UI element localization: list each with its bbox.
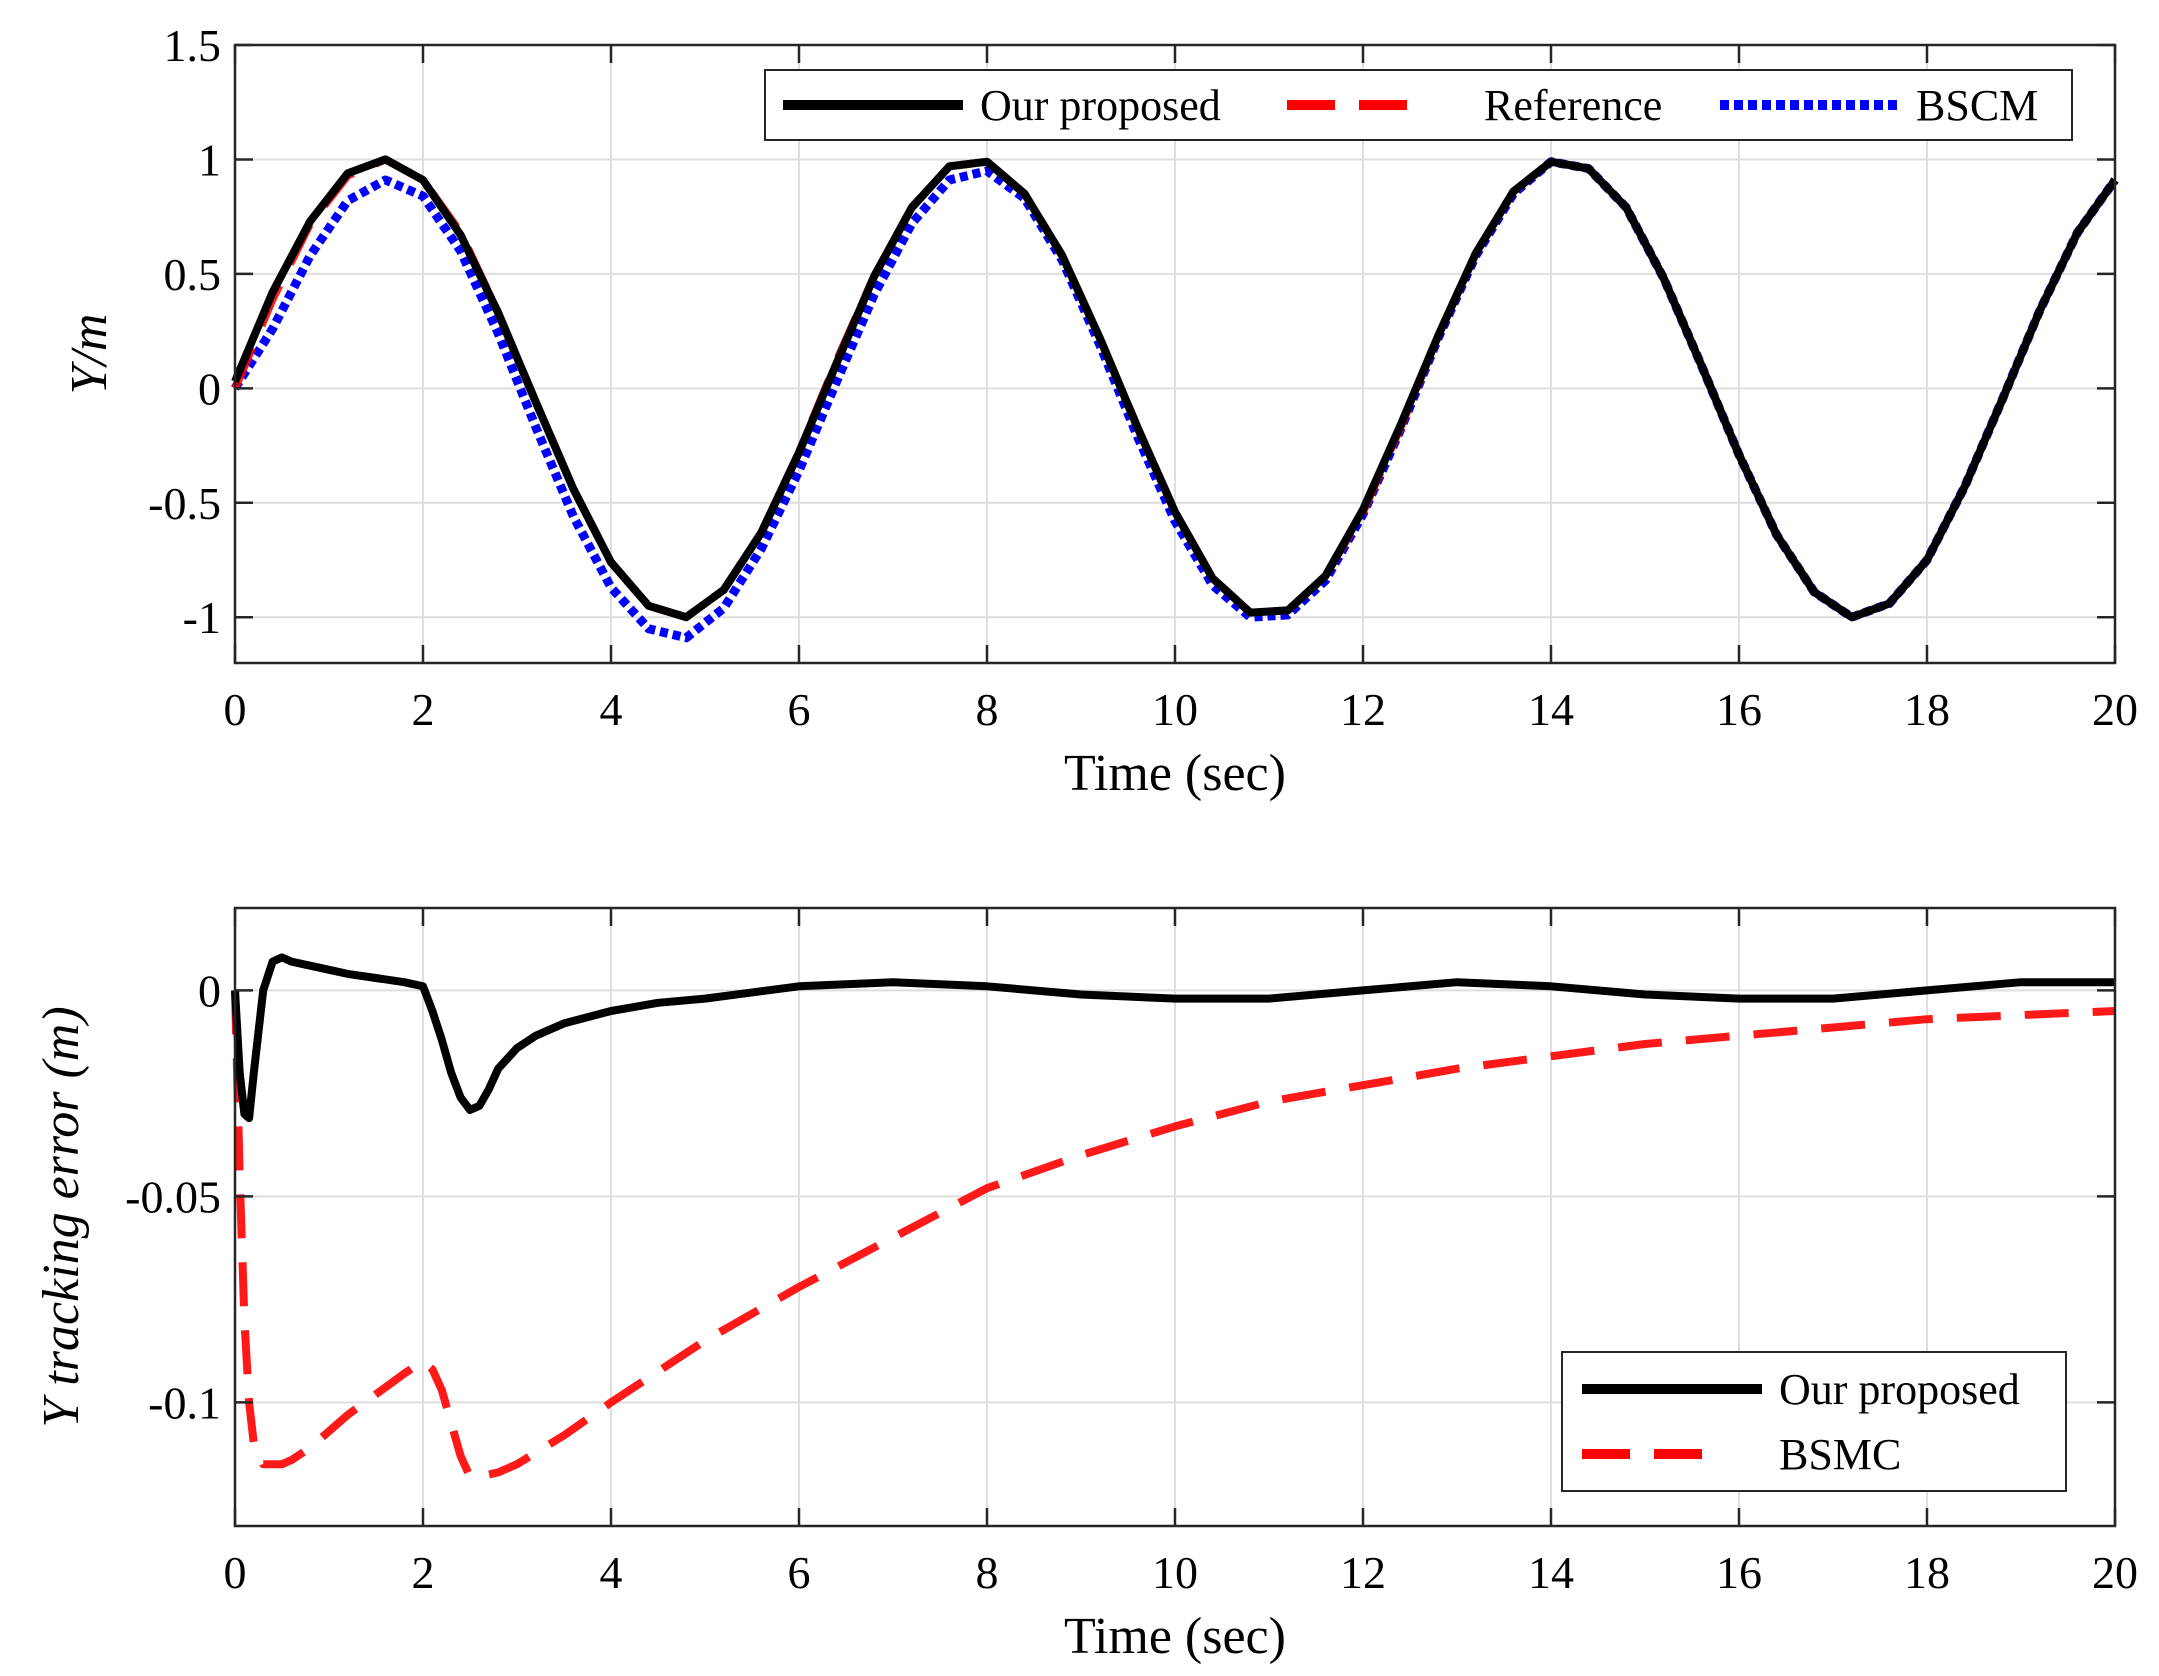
top-y-tick-label: 0.5: [164, 249, 222, 300]
bottom-series-our-proposed: [231, 953, 2115, 1123]
top-y-tick-label: 1: [198, 134, 221, 185]
bottom-legend-label-bsmc: BSMC: [1779, 1430, 1901, 1479]
bottom-plot-y-tick-labels: 0 -0.05 -0.1: [125, 965, 221, 1428]
bottom-plot-x-tick-labels: 0 2 4 6 8 10 12 14 16 18 20: [224, 1547, 2139, 1598]
top-x-tick-label: 14: [1528, 684, 1574, 735]
top-x-tick-label: 12: [1340, 684, 1386, 735]
top-x-tick-label: 2: [412, 684, 435, 735]
bottom-y-tick-label: -0.1: [148, 1377, 221, 1428]
bottom-y-tick-label: -0.05: [125, 1171, 221, 1222]
top-y-tick-label: 1.5: [164, 20, 222, 71]
bottom-x-tick-label: 14: [1528, 1547, 1574, 1598]
bottom-series-bsmc: [231, 990, 2116, 1481]
bottom-x-tick-label: 6: [788, 1547, 811, 1598]
top-x-tick-label: 10: [1152, 684, 1198, 735]
top-y-tick-label: -0.5: [148, 478, 221, 529]
top-x-tick-label: 16: [1716, 684, 1762, 735]
bottom-x-tick-label: 12: [1340, 1547, 1386, 1598]
top-legend-label-our-proposed: Our proposed: [980, 81, 1221, 130]
bottom-plot-series: [231, 953, 2116, 1481]
top-plot-y-axis-label: Y/m: [61, 314, 118, 395]
bottom-x-tick-label: 0: [224, 1547, 247, 1598]
bottom-x-tick-label: 2: [412, 1547, 435, 1598]
top-plot-x-axis-label: Time (sec): [1064, 745, 1286, 802]
bottom-plot-x-axis-label: Time (sec): [1064, 1608, 1286, 1665]
bottom-x-tick-label: 10: [1152, 1547, 1198, 1598]
bottom-x-tick-label: 18: [1904, 1547, 1950, 1598]
top-x-tick-label: 0: [224, 684, 247, 735]
bottom-plot-tick-marks: [233, 908, 2117, 1526]
top-x-tick-label: 18: [1904, 684, 1950, 735]
bottom-y-tick-label: 0: [198, 965, 221, 1016]
top-plot-y-tick-labels: 1.5 1 0.5 0 -0.5 -1: [148, 20, 221, 643]
top-plot-legend: Our proposed Reference BSCM: [764, 69, 2073, 141]
bottom-x-tick-label: 20: [2092, 1547, 2138, 1598]
bottom-x-tick-label: 8: [976, 1547, 999, 1598]
top-y-tick-label: 0: [198, 363, 221, 414]
bottom-x-tick-label: 4: [600, 1547, 623, 1598]
bottom-plot-legend-box: [1561, 1351, 2067, 1492]
top-x-tick-label: 6: [788, 684, 811, 735]
top-series-our-proposed: [231, 155, 2119, 622]
top-x-tick-label: 4: [600, 684, 623, 735]
bottom-plot-legend: Our proposed BSMC: [1561, 1351, 2067, 1492]
bottom-plot: 0 2 4 6 8 10 12 14 16 18 20 0-0.05-0.1 Time (sec) …: [33, 906, 2139, 1665]
top-legend-label-bscm: BSCM: [1916, 81, 2038, 130]
bottom-x-tick-label: 16: [1716, 1547, 1762, 1598]
top-plot-tick-marks: [233, 43, 2117, 663]
top-plot-x-tick-labels: 0 2 4 6 8 10 12 14 16 18 20: [224, 684, 2139, 735]
top-x-tick-label: 20: [2092, 684, 2138, 735]
top-series-bscm: [231, 157, 2119, 643]
top-y-tick-label: -1: [183, 592, 221, 643]
bottom-legend-label-our-proposed: Our proposed: [1779, 1365, 2020, 1414]
top-plot: 0 2 4 6 8 10 12 14 16 18 20 1.5 1 0.5 0 -0.5 -1 Time (s…: [61, 20, 2138, 802]
bottom-plot-y-axis-label: Y tracking error (m): [33, 1006, 90, 1427]
top-plot-series: [231, 155, 2119, 643]
top-legend-label-reference: Reference: [1484, 81, 1662, 130]
top-x-tick-label: 8: [976, 684, 999, 735]
